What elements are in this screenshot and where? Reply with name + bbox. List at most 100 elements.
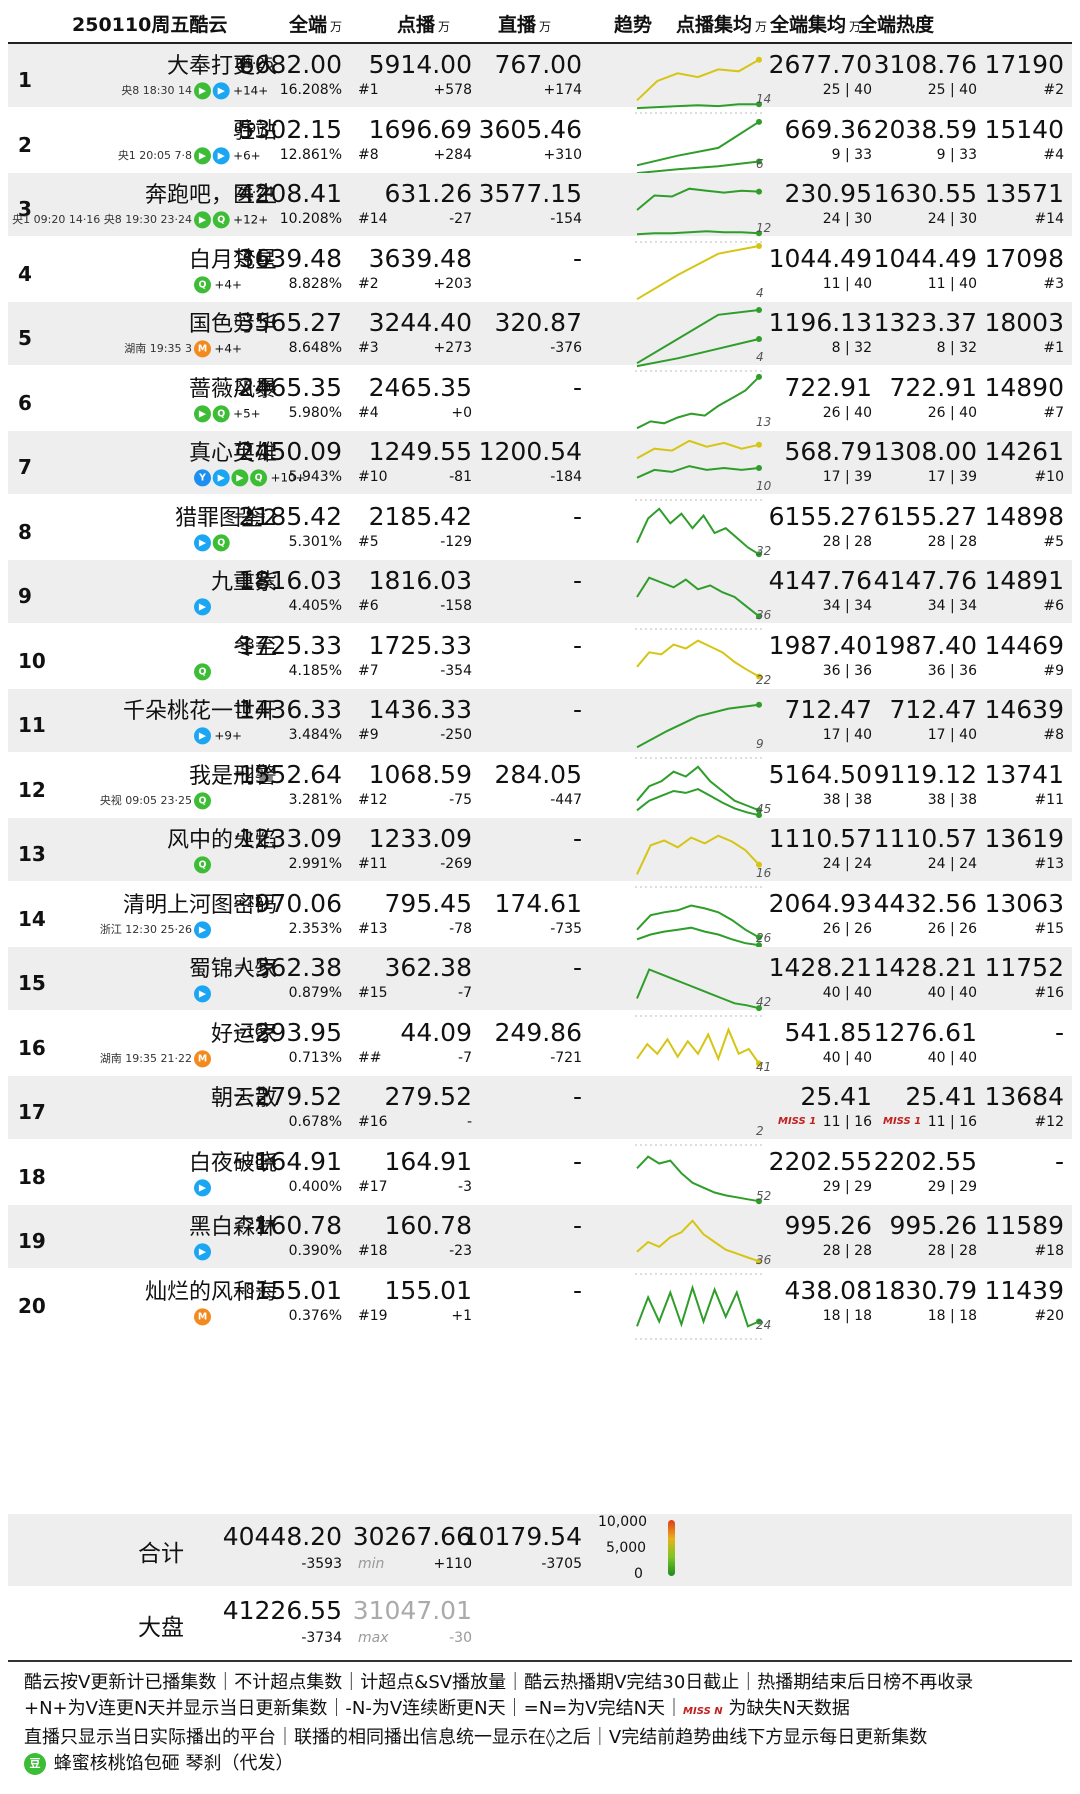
total-value: 160.78 <box>254 1211 342 1240</box>
vod-episode-average: 2677.70 <box>768 50 872 79</box>
total-share: 10.208% <box>279 211 342 227</box>
market-row: 大盘 41226.55 -3734 31047.01 max -30 <box>8 1588 1072 1658</box>
total-episodes: 11 | 16 <box>927 1114 977 1130</box>
mango-tv-icon: M <box>194 339 211 357</box>
platform-note: +4+ <box>214 277 242 292</box>
scale-mid: 5,000 <box>606 1540 647 1556</box>
trend-days: 10 <box>756 479 772 493</box>
vod-episodes: 8 | 32 <box>831 340 872 356</box>
vod-rank: ## <box>358 1049 382 1066</box>
table-row: 16 好运家 =16= 湖南 19:35 21·22 M 293.95 0.71… <box>8 1012 1072 1081</box>
rank-number: 14 <box>18 906 46 931</box>
trend-days: 14 <box>756 92 772 106</box>
total-episode-average: 1323.37 <box>873 308 977 337</box>
vod-value: 1436.33 <box>368 695 472 724</box>
heat-rank: #5 <box>1043 533 1064 550</box>
total-share: 8.828% <box>288 275 342 292</box>
market-total-delta: -3734 <box>301 1630 342 1646</box>
trend-end-point <box>756 242 762 249</box>
live-value: 174.61 <box>494 888 582 918</box>
trend-line <box>636 1283 760 1328</box>
chart-title: 250110周五酷云 <box>72 14 228 36</box>
iqiyi-icon: Q <box>250 468 268 486</box>
trend-line <box>636 764 760 811</box>
episode-status: -1- <box>234 1088 254 1104</box>
vod-rank: #5 <box>358 533 379 550</box>
vod-rank: #15 <box>358 985 388 1001</box>
total-episodes: 11 | 40 <box>927 275 977 292</box>
vod-delta: -269 <box>440 856 472 872</box>
vod-episode-average: 25.41 <box>800 1082 872 1111</box>
trend-line <box>636 58 760 102</box>
trend-sparkline <box>635 1219 763 1275</box>
total-share: 0.879% <box>288 985 342 1001</box>
show-title: 奔跑吧，医生 <box>144 183 277 208</box>
vod-value: 1233.09 <box>368 824 472 853</box>
trend-sparkline <box>635 764 763 823</box>
table-row: 19 黑白森林 =21= ▶ 160.78 0.390% 160.78 #18 … <box>8 1205 1072 1275</box>
heat-value: 11589 <box>984 1211 1064 1240</box>
vod-rank: #8 <box>358 146 379 163</box>
show-title: 真心英雄 <box>188 441 277 466</box>
show-title: 千朵桃花一世开 <box>122 699 277 724</box>
tencent-video-icon: ▶ <box>194 984 211 1002</box>
show-title: 白夜破晓 <box>188 1150 277 1176</box>
trend-sparkline <box>635 373 763 436</box>
trend-sparkline <box>635 576 763 630</box>
total-episode-average: 712.47 <box>889 695 977 724</box>
video-icon: ▶ <box>194 210 211 228</box>
trend-end-point <box>756 861 762 868</box>
show-title: 冬至 <box>232 634 277 660</box>
vod-episode-average: 1044.49 <box>768 243 872 273</box>
trend-end-point <box>756 101 762 108</box>
show-title: 好运家 <box>210 1021 277 1047</box>
col-vod-header: 点播万 <box>397 14 451 36</box>
platform-icons: M +4+ <box>194 339 242 357</box>
vod-episodes: 34 | 34 <box>822 598 872 614</box>
live-value: 1200.54 <box>478 437 582 466</box>
trend-sparkline <box>635 1154 763 1210</box>
show-title: 蔷薇风暴 <box>188 376 277 402</box>
col-vod-avg-header: 点播集均万 <box>676 14 768 36</box>
platform-icons: ▶ ▶ +14+ <box>194 81 268 99</box>
tencent-video-icon: ▶ <box>194 1242 211 1260</box>
market-label: 大盘 <box>138 1615 184 1641</box>
live-delta: +310 <box>543 146 582 163</box>
total-episode-average: 2202.55 <box>873 1146 977 1176</box>
trend-sparkline <box>635 1283 763 1339</box>
trend-sparkline <box>635 439 763 501</box>
heat-rank: #15 <box>1034 920 1064 937</box>
rank-number: 16 <box>18 1035 46 1060</box>
total-episodes: 25 | 40 <box>927 82 977 98</box>
vod-rank: #3 <box>358 340 379 356</box>
live-value: - <box>572 566 582 595</box>
live-value: - <box>572 372 582 402</box>
vod-episodes: 11 | 40 <box>822 275 872 292</box>
total-share: 4.185% <box>288 662 342 679</box>
trend-line <box>636 1026 760 1064</box>
vod-episodes: 24 | 30 <box>822 211 872 227</box>
heat-value: 13619 <box>984 824 1064 853</box>
vod-episode-average: 2064.93 <box>768 888 872 918</box>
trend-days: 4 <box>756 285 764 300</box>
total-episode-average: 1428.21 <box>873 953 977 982</box>
table-row: 17 朝云散 -1- 279.52 0.678% 279.52 #16 - - … <box>8 1076 1072 1146</box>
total-value: 293.95 <box>254 1017 342 1047</box>
table-row: 6 蔷薇风暴 25·26 ▶ Q +5+ 2465.35 5.980% 2465.3… <box>8 367 1072 436</box>
table-row: 2 驻站 8·9 央1 20:05 7·8 ▶ ▶ +6+ 5302.15 12.8… <box>8 109 1072 178</box>
tencent-video-icon: ▶ <box>212 146 230 164</box>
trend-line <box>636 375 760 429</box>
table-row: 4 白月梵星 10·11 Q +4+ 3639.48 8.828% 3639.48… <box>8 238 1072 307</box>
vod-rank: #6 <box>358 598 379 614</box>
heat-rank: #1 <box>1043 340 1064 356</box>
trend-end-point <box>756 1258 762 1265</box>
platform-icons: M <box>194 1307 214 1325</box>
total-value: 2185.42 <box>238 501 342 531</box>
live-delta: -184 <box>550 469 582 485</box>
total-share: 4.405% <box>288 598 342 614</box>
live-delta: -721 <box>550 1049 582 1066</box>
video-icon: ▶ <box>194 146 211 164</box>
vod-delta: -3 <box>458 1178 472 1195</box>
platform-icons: ▶ <box>194 920 214 938</box>
heat-rank: #9 <box>1043 662 1064 679</box>
